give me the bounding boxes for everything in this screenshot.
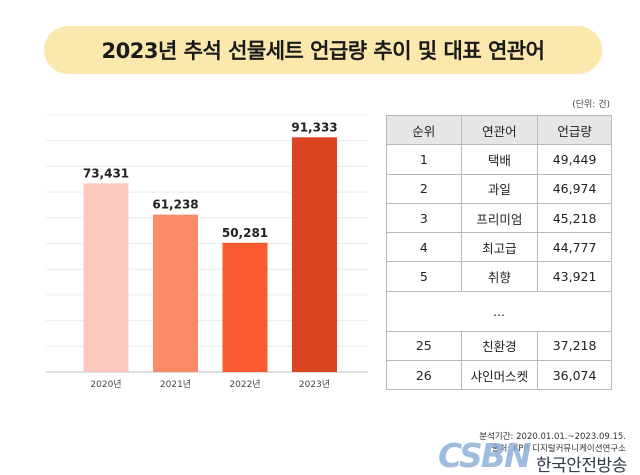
table-row: 2 과일 46,974 [386, 173, 612, 204]
x-tick-label: 2023년 [299, 379, 330, 390]
data-label: 61,238 [152, 198, 198, 212]
count-cell: 44,777 [537, 232, 612, 263]
table-header-row: 순위 연관어 언급량 [386, 114, 612, 146]
rank-cell: 25 [386, 330, 462, 362]
count-cell: 37,218 [537, 330, 612, 362]
table-row: 5 취향 43,921 [386, 261, 612, 292]
unit-label: (단위: 건) [572, 100, 610, 110]
table-row: 26 샤인머스켓 36,074 [386, 360, 612, 391]
word-cell: 최고급 [460, 232, 539, 263]
ellipsis-row: ... [386, 290, 612, 332]
source-credit: 출처: KPR 디지털커뮤니케이션연구소 [491, 444, 626, 454]
analysis-period: 분석기간: 2020.01.01.~2023.09.15. [479, 432, 626, 442]
word-cell: 취향 [460, 261, 539, 292]
rank-cell: 3 [386, 202, 462, 234]
bar-2023년 [292, 137, 337, 372]
broadcaster-logo: CSBN 한국안전방송 [438, 436, 638, 475]
word-cell: 택배 [460, 144, 539, 175]
data-label: 91,333 [291, 120, 337, 134]
table-row: 25 친환경 37,218 [386, 330, 612, 362]
count-cell: 45,218 [537, 202, 612, 234]
bar-2021년 [153, 214, 198, 372]
logo-name: 한국안전방송 [536, 456, 627, 475]
header-count: 언급량 [537, 114, 612, 146]
word-cell: 친환경 [460, 330, 539, 362]
data-label: 50,281 [222, 226, 268, 240]
bars: 73,431 2020년 61,238 2021년 50,281 2022년 91,333 2… [83, 120, 338, 390]
rank-cell: 4 [386, 232, 462, 263]
count-cell: 46,974 [537, 173, 612, 204]
bar-2020년 [83, 183, 129, 372]
logo-mark: CSBN [438, 436, 532, 475]
rank-cell: 1 [386, 144, 462, 175]
word-cell: 샤인머스켓 [460, 360, 539, 391]
rank-cell: 5 [386, 261, 462, 292]
footer-note: 분석기간: 2020.01.01.~2023.09.15. 출처: KPR 디지… [479, 431, 626, 455]
header-word: 연관어 [460, 114, 539, 146]
word-cell: 프리미엄 [460, 202, 539, 234]
table-row: 4 최고급 44,777 [386, 232, 612, 263]
x-tick-label: 2021년 [160, 379, 191, 390]
related-words-table: 순위 연관어 언급량 1 택배 49,449 2 과일 46,974 3 프리미… [386, 114, 612, 391]
count-cell: 43,921 [537, 261, 612, 292]
chart-title: 2023년 추석 선물세트 언급량 추이 및 대표 연관어 [44, 26, 602, 74]
table-row: 1 택배 49,449 [386, 144, 612, 175]
word-cell: 과일 [460, 173, 539, 204]
x-tick-label: 2020년 [90, 379, 121, 390]
count-cell: 49,449 [537, 144, 612, 175]
header-rank: 순위 [386, 114, 462, 146]
count-cell: 36,074 [537, 360, 612, 391]
bar-2022년 [222, 242, 268, 372]
table-row: 3 프리미엄 45,218 [386, 202, 612, 234]
rank-cell: 2 [386, 173, 462, 204]
ellipsis-cell: ... [386, 290, 612, 332]
data-label: 73,431 [83, 166, 129, 180]
x-tick-label: 2022년 [229, 379, 260, 390]
rank-cell: 26 [386, 360, 462, 391]
